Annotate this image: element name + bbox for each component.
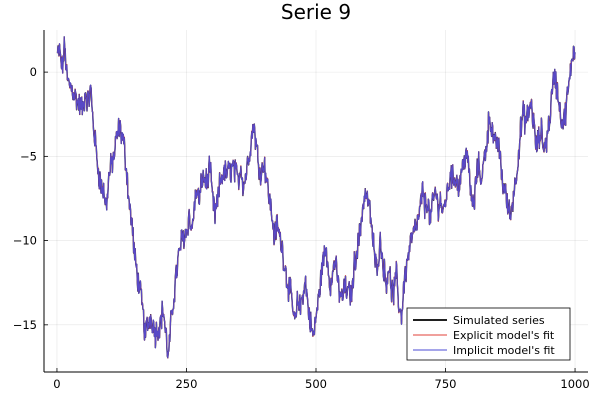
axis-layer: 0 250 500 750 1000 0 −5 −10 −15	[13, 30, 590, 391]
x-tick-label: 250	[175, 377, 197, 391]
y-tick-label: −15	[13, 318, 37, 332]
legend-label: Explicit model's fit	[453, 329, 555, 342]
y-tick-label: −10	[13, 234, 37, 248]
legend-box	[406, 307, 571, 361]
y-tick-label: −5	[20, 149, 37, 163]
legend: Simulated series Explicit model's fit Impl…	[406, 307, 571, 361]
legend-label: Implicit model's fit	[453, 344, 555, 357]
x-tick-label: 750	[435, 377, 457, 391]
series-implicit-fit-line	[56, 36, 576, 359]
series-layer	[56, 36, 576, 359]
legend-label: Simulated series	[453, 314, 545, 327]
x-tick-label: 1000	[560, 377, 589, 391]
x-tick-label: 500	[305, 377, 327, 391]
chart-title: Serie 9	[281, 0, 351, 24]
y-tick-label: 0	[30, 65, 37, 79]
x-tick-label: 0	[53, 377, 60, 391]
